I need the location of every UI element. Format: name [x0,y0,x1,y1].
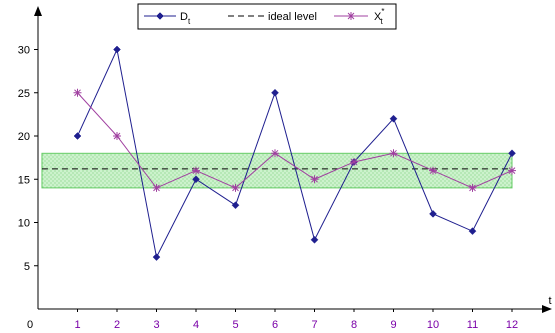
legend-label-x: X* t [374,7,384,26]
x-tick-label: 3 [153,319,159,331]
series-0-point [73,132,82,140]
x-tick-label: 11 [467,319,478,331]
series-1-point [468,183,477,192]
series-0-point [192,175,200,184]
series-0-point [271,88,279,97]
origin-label: 0 [27,319,33,331]
ideal-band-layer [41,152,513,189]
legend-marker-x [347,12,355,20]
x-tick-label: 9 [390,319,396,331]
x-tick-label: 8 [351,319,357,331]
series-1-point [192,166,200,175]
series-0-point [113,45,121,54]
y-axis-arrow [34,6,42,16]
ideal-band [41,152,513,189]
series-1-point [113,132,121,140]
series-0-point [231,201,240,210]
y-tick-label: 5 [24,261,30,273]
y-tick-label: 25 [18,88,30,100]
legend-label-ideal: ideal level [268,11,317,23]
series-1-point [310,175,319,184]
series-1-point [231,183,240,192]
series-0-point [468,227,477,236]
y-tick-label: 15 [18,174,30,186]
x-tick-label: 4 [193,319,199,331]
x-axis-arrow [542,305,552,313]
y-tick-label: 10 [18,218,30,230]
legend: Dt ideal level X* t [137,3,397,30]
x-tick-label: 10 [427,319,439,331]
series-0-point [508,149,516,158]
legend-marker-d [156,12,164,20]
x-tick-label: 12 [506,319,518,331]
series-0-point [152,253,161,261]
series-0-point [429,209,437,218]
x-tick-label: 1 [74,319,80,331]
series-1-point [271,149,279,158]
legend-label-d: Dt [180,11,191,26]
series-line-1 [77,92,513,189]
x-axis-label: t [548,295,551,307]
series-0-point [310,235,319,244]
x-tick-label: 7 [311,319,317,331]
x-tick-label: 2 [114,319,120,331]
series-0-point [389,114,398,123]
series-1-point [389,149,398,158]
series-layer [73,45,516,261]
y-tick-label: 20 [18,131,30,143]
series-1-point [152,183,161,192]
x-tick-label: 5 [232,319,238,331]
x-tick-label: 6 [272,319,278,331]
series-1-point [508,166,516,175]
series-1-point [429,166,437,175]
y-tick-label: 30 [18,45,30,57]
series-1-point [350,157,358,166]
series-1-point [73,88,82,97]
